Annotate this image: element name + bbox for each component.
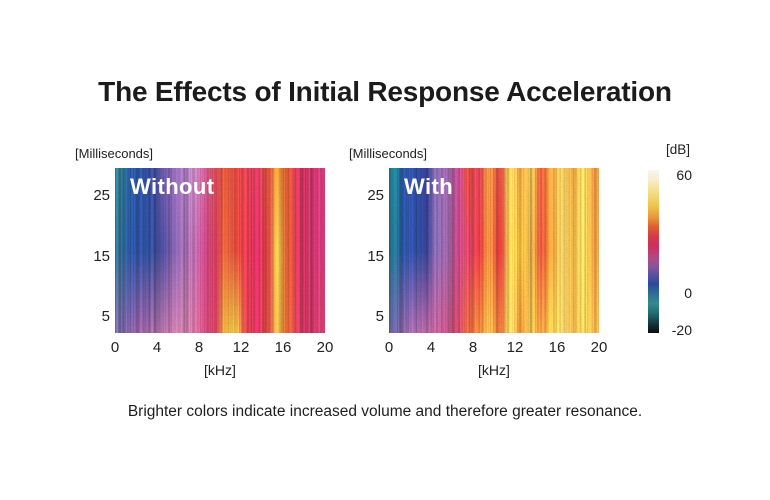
colorbar-ticks: 60 0 -20 xyxy=(660,0,692,500)
spectrogram-canvas-without xyxy=(115,168,325,333)
y-axis-unit-label-with: [Milliseconds] xyxy=(349,146,428,161)
x-tick: 16 xyxy=(274,339,292,356)
figure-caption: Brighter colors indicate increased volum… xyxy=(127,403,643,420)
spectrogram-canvas-with xyxy=(389,168,599,333)
x-tick: 4 xyxy=(152,339,162,356)
panel-label-without: Without xyxy=(130,174,215,199)
x-tick: 8 xyxy=(194,339,204,356)
x-axis-unit-label-with: [kHz] xyxy=(478,362,510,378)
y-tick: 5 xyxy=(375,308,384,325)
spectrogram-panel-without: Without xyxy=(115,168,325,333)
y-tick: 15 xyxy=(93,248,110,265)
x-tick: 20 xyxy=(316,339,334,356)
x-axis-unit-label-without: [kHz] xyxy=(204,362,236,378)
y-tick: 25 xyxy=(367,187,384,204)
x-tick: 8 xyxy=(468,339,478,356)
colorbar-tick: 60 xyxy=(676,167,692,183)
colorbar-tick: -20 xyxy=(671,322,692,338)
x-tick: 0 xyxy=(110,339,120,356)
spectrogram-panel-with: With xyxy=(389,168,599,333)
y-tick: 25 xyxy=(93,187,110,204)
y-axis-ticks-without: 25 15 5 xyxy=(80,0,110,500)
y-axis-unit-label-without: [Milliseconds] xyxy=(75,146,154,161)
x-tick: 12 xyxy=(232,339,250,356)
x-tick: 16 xyxy=(548,339,566,356)
colorbar-gradient xyxy=(648,170,659,333)
y-tick: 5 xyxy=(101,308,110,325)
y-axis-ticks-with: 25 15 5 xyxy=(354,0,384,500)
x-tick: 0 xyxy=(384,339,394,356)
colorbar-tick: 0 xyxy=(684,285,692,301)
x-tick: 12 xyxy=(506,339,524,356)
x-tick: 4 xyxy=(426,339,436,356)
x-axis-ticks-without: 0 4 8 12 16 20 xyxy=(111,339,334,357)
x-tick: 20 xyxy=(590,339,608,356)
x-axis-ticks-with: 0 4 8 12 16 20 xyxy=(385,339,608,357)
panel-label-with: With xyxy=(404,174,454,199)
y-tick: 15 xyxy=(367,248,384,265)
figure-title: The Effects of Initial Response Accelera… xyxy=(98,76,672,107)
colorbar-unit-label: [dB] xyxy=(665,142,690,157)
